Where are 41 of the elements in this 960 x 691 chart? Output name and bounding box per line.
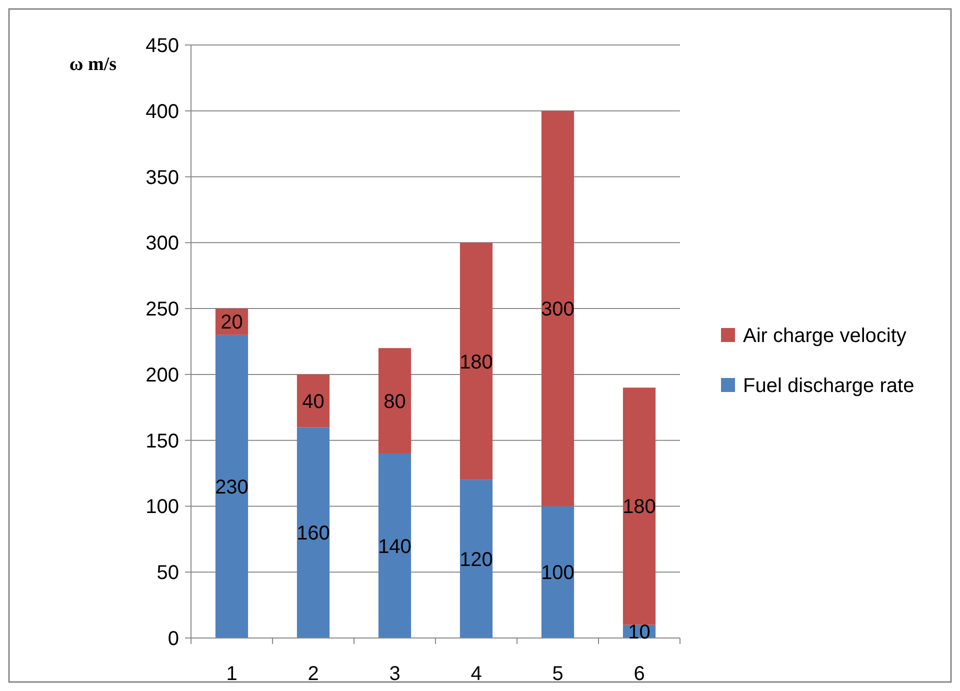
bar	[460, 480, 493, 638]
data-label: 100	[541, 562, 574, 584]
y-tick-label: 250	[146, 298, 179, 321]
y-tick-label: 0	[168, 628, 179, 650]
data-label: 160	[296, 522, 330, 545]
legend-label: Air charge velocity	[743, 325, 906, 347]
bar	[622, 388, 656, 625]
bar	[541, 110, 574, 506]
data-label: 140	[378, 536, 412, 558]
y-tick-label: 300	[146, 232, 179, 255]
bar	[460, 242, 493, 480]
bar	[378, 348, 412, 454]
data-label: 230	[215, 476, 248, 498]
y-tick-label: 350	[146, 166, 179, 189]
data-label: 10	[628, 621, 650, 644]
bar	[215, 334, 248, 638]
x-tick-label: 3	[389, 663, 400, 685]
y-tick-label: 100	[146, 496, 179, 518]
x-tick-label: 2	[308, 663, 319, 685]
data-label: 180	[622, 496, 656, 518]
data-label: 80	[384, 390, 406, 413]
y-axis-title: ω m/s	[69, 54, 117, 75]
x-tick-label: 1	[226, 663, 238, 685]
bar	[378, 454, 412, 638]
bar	[541, 506, 574, 638]
x-tick-label: 4	[470, 663, 482, 685]
data-label: 180	[460, 351, 493, 374]
data-label: 300	[541, 298, 574, 321]
legend-label: Fuel discharge rate	[743, 375, 914, 397]
y-tick-label: 50	[156, 562, 179, 584]
data-label: 20	[220, 312, 243, 334]
data-label: 120	[460, 548, 493, 571]
y-tick-label: 150	[146, 430, 179, 452]
data-label: 40	[302, 390, 324, 413]
y-tick-label: 400	[146, 100, 179, 123]
y-tick-label: 450	[146, 35, 179, 57]
x-tick-label: 6	[634, 663, 645, 685]
y-tick-label: 200	[146, 364, 179, 386]
bar	[296, 427, 330, 638]
x-tick-label: 5	[552, 663, 564, 685]
bar	[296, 374, 330, 428]
